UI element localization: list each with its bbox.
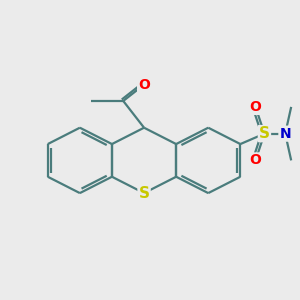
Text: S: S xyxy=(259,126,270,141)
Text: O: O xyxy=(138,78,150,92)
Text: O: O xyxy=(250,153,262,167)
Text: N: N xyxy=(279,127,291,141)
Text: O: O xyxy=(250,100,262,114)
Text: S: S xyxy=(139,186,150,201)
